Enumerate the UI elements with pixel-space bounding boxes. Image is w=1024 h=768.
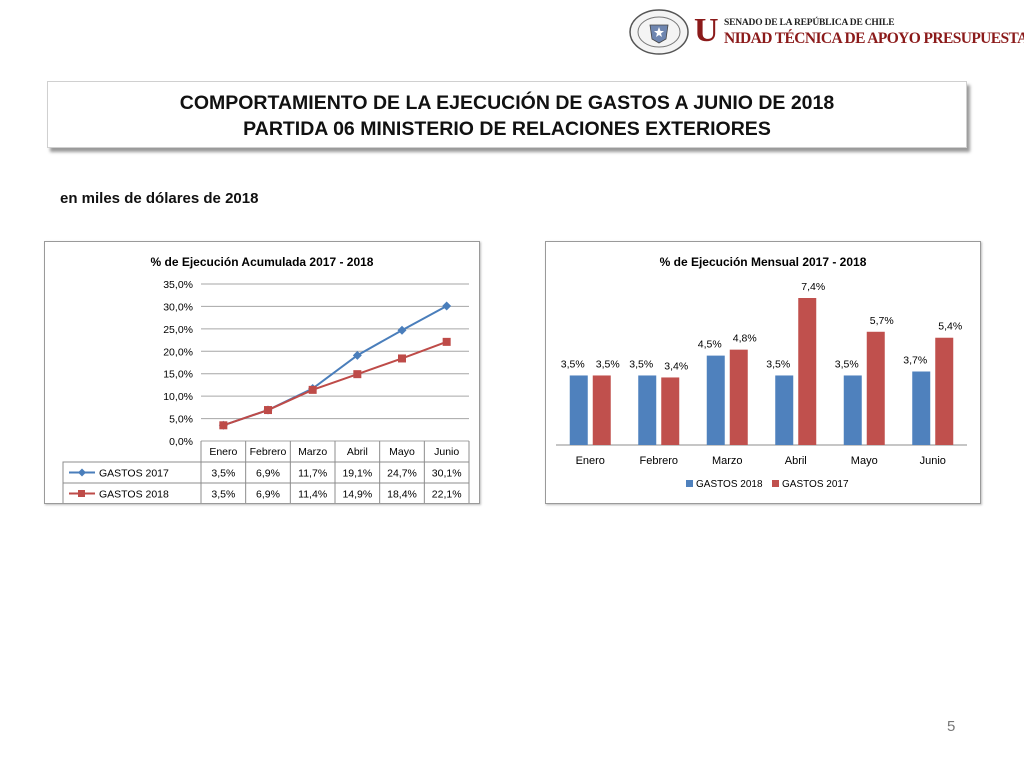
y-tick-label: 25,0% — [163, 324, 193, 336]
monthly-chart-svg: % de Ejecución Mensual 2017 - 2018 3,5% 3,… — [556, 255, 967, 490]
senado-logo: U SENADO DE LA REPÚBLICA DE CHILE NIDAD … — [628, 8, 1024, 58]
x-category-label: Febrero — [250, 446, 287, 458]
bar-data-label: 3,5% — [835, 358, 859, 370]
bar — [661, 377, 680, 445]
x-category-label: Enero — [209, 446, 237, 458]
data-point — [442, 337, 451, 346]
table-value: 30,1% — [432, 468, 462, 480]
bar-data-label: 4,5% — [698, 339, 722, 351]
x-category-label: Mayo — [389, 446, 415, 458]
x-category-label: Enero — [576, 455, 605, 467]
bar-data-label: 3,4% — [664, 360, 688, 372]
bar-data-label: 3,5% — [596, 358, 620, 370]
slide-title-box: COMPORTAMIENTO DE LA EJECUCIÓN DE GASTOS… — [47, 81, 967, 148]
series-line — [223, 340, 448, 427]
data-point — [442, 301, 452, 311]
x-category-label: Mayo — [851, 455, 878, 467]
logo-institution: SENADO DE LA REPÚBLICA DE CHILE — [724, 18, 895, 28]
y-tick-label: 30,0% — [163, 301, 193, 313]
x-category-label: Abril — [347, 446, 368, 458]
bar-data-label: 3,5% — [561, 358, 585, 370]
cumulative-chart-svg: % de Ejecución Acumulada 2017 - 2018 0,0%… — [62, 255, 470, 503]
logo-initial: U — [694, 12, 719, 49]
x-category-label: Abril — [785, 455, 807, 467]
table-value: 11,4% — [298, 489, 327, 501]
monthly-execution-chart: % de Ejecución Mensual 2017 - 2018 3,5% 3,… — [545, 241, 981, 504]
y-tick-label: 35,0% — [163, 279, 193, 291]
data-point — [352, 350, 362, 360]
slide-title-line2: PARTIDA 06 MINISTERIO DE RELACIONES EXTE… — [243, 118, 771, 140]
table-value: 19,1% — [342, 468, 372, 480]
data-point — [308, 385, 317, 394]
chart-title: % de Ejecución Mensual 2017 - 2018 — [660, 255, 867, 269]
bar-data-label: 3,5% — [766, 358, 790, 370]
y-tick-label: 20,0% — [163, 346, 193, 358]
table-value: 11,7% — [298, 468, 327, 480]
bar — [592, 375, 611, 445]
legend-marker — [78, 468, 86, 477]
bar — [843, 375, 862, 445]
page-number: 5 — [947, 718, 956, 735]
legend-label: GASTOS 2018 — [696, 479, 763, 490]
table-value: 6,9% — [256, 468, 280, 480]
data-point — [353, 370, 362, 379]
legend-label: GASTOS 2018 — [99, 489, 169, 501]
y-tick-label: 5,0% — [169, 414, 193, 426]
bar-data-label: 5,4% — [938, 321, 962, 333]
table-value: 3,5% — [211, 489, 235, 501]
bar-data-label: 3,5% — [629, 358, 653, 370]
bar — [935, 337, 954, 445]
table-value: 14,9% — [342, 489, 372, 501]
x-category-label: Marzo — [298, 446, 327, 458]
bar — [866, 331, 885, 445]
senado-seal-icon — [629, 9, 689, 55]
bar — [912, 371, 931, 445]
data-point — [398, 354, 406, 363]
table-value: 22,1% — [432, 489, 462, 501]
bar-data-label: 7,4% — [801, 281, 825, 293]
legend-marker — [78, 490, 85, 497]
x-category-label: Junio — [434, 446, 459, 458]
series-line — [223, 305, 448, 427]
legend-marker — [772, 480, 779, 487]
y-tick-label: 15,0% — [163, 369, 193, 381]
y-tick-label: 10,0% — [163, 391, 193, 403]
data-point — [219, 421, 228, 430]
bar — [706, 355, 725, 445]
bar — [729, 349, 748, 445]
x-category-label: Junio — [920, 455, 946, 467]
bar — [638, 375, 657, 445]
bar-data-label: 3,7% — [903, 355, 927, 367]
x-category-label: Marzo — [712, 455, 743, 467]
bar — [798, 298, 817, 445]
legend-label: GASTOS 2017 — [99, 468, 169, 480]
table-value: 24,7% — [387, 468, 417, 480]
table-value: 18,4% — [387, 489, 417, 501]
table-value: 6,9% — [256, 489, 280, 501]
y-tick-label: 0,0% — [169, 436, 193, 448]
bar-data-label: 5,7% — [870, 315, 894, 327]
cumulative-execution-chart: % de Ejecución Acumulada 2017 - 2018 0,0%… — [44, 241, 480, 504]
bar — [569, 375, 588, 445]
data-point — [264, 406, 272, 415]
bar — [775, 375, 794, 445]
units-subtitle: en miles de dólares de 2018 — [60, 190, 259, 207]
x-category-label: Febrero — [639, 455, 678, 467]
logo-unit-name: NIDAD TÉCNICA DE APOYO PRESUPUESTARIO — [724, 30, 1024, 47]
table-value: 3,5% — [211, 468, 235, 480]
bar-data-label: 4,8% — [733, 333, 757, 345]
chart-title: % de Ejecución Acumulada 2017 - 2018 — [151, 255, 374, 269]
data-point — [397, 325, 407, 335]
legend-label: GASTOS 2017 — [782, 479, 849, 490]
legend-marker — [686, 480, 693, 487]
slide-title-line1: COMPORTAMIENTO DE LA EJECUCIÓN DE GASTOS… — [179, 92, 835, 114]
